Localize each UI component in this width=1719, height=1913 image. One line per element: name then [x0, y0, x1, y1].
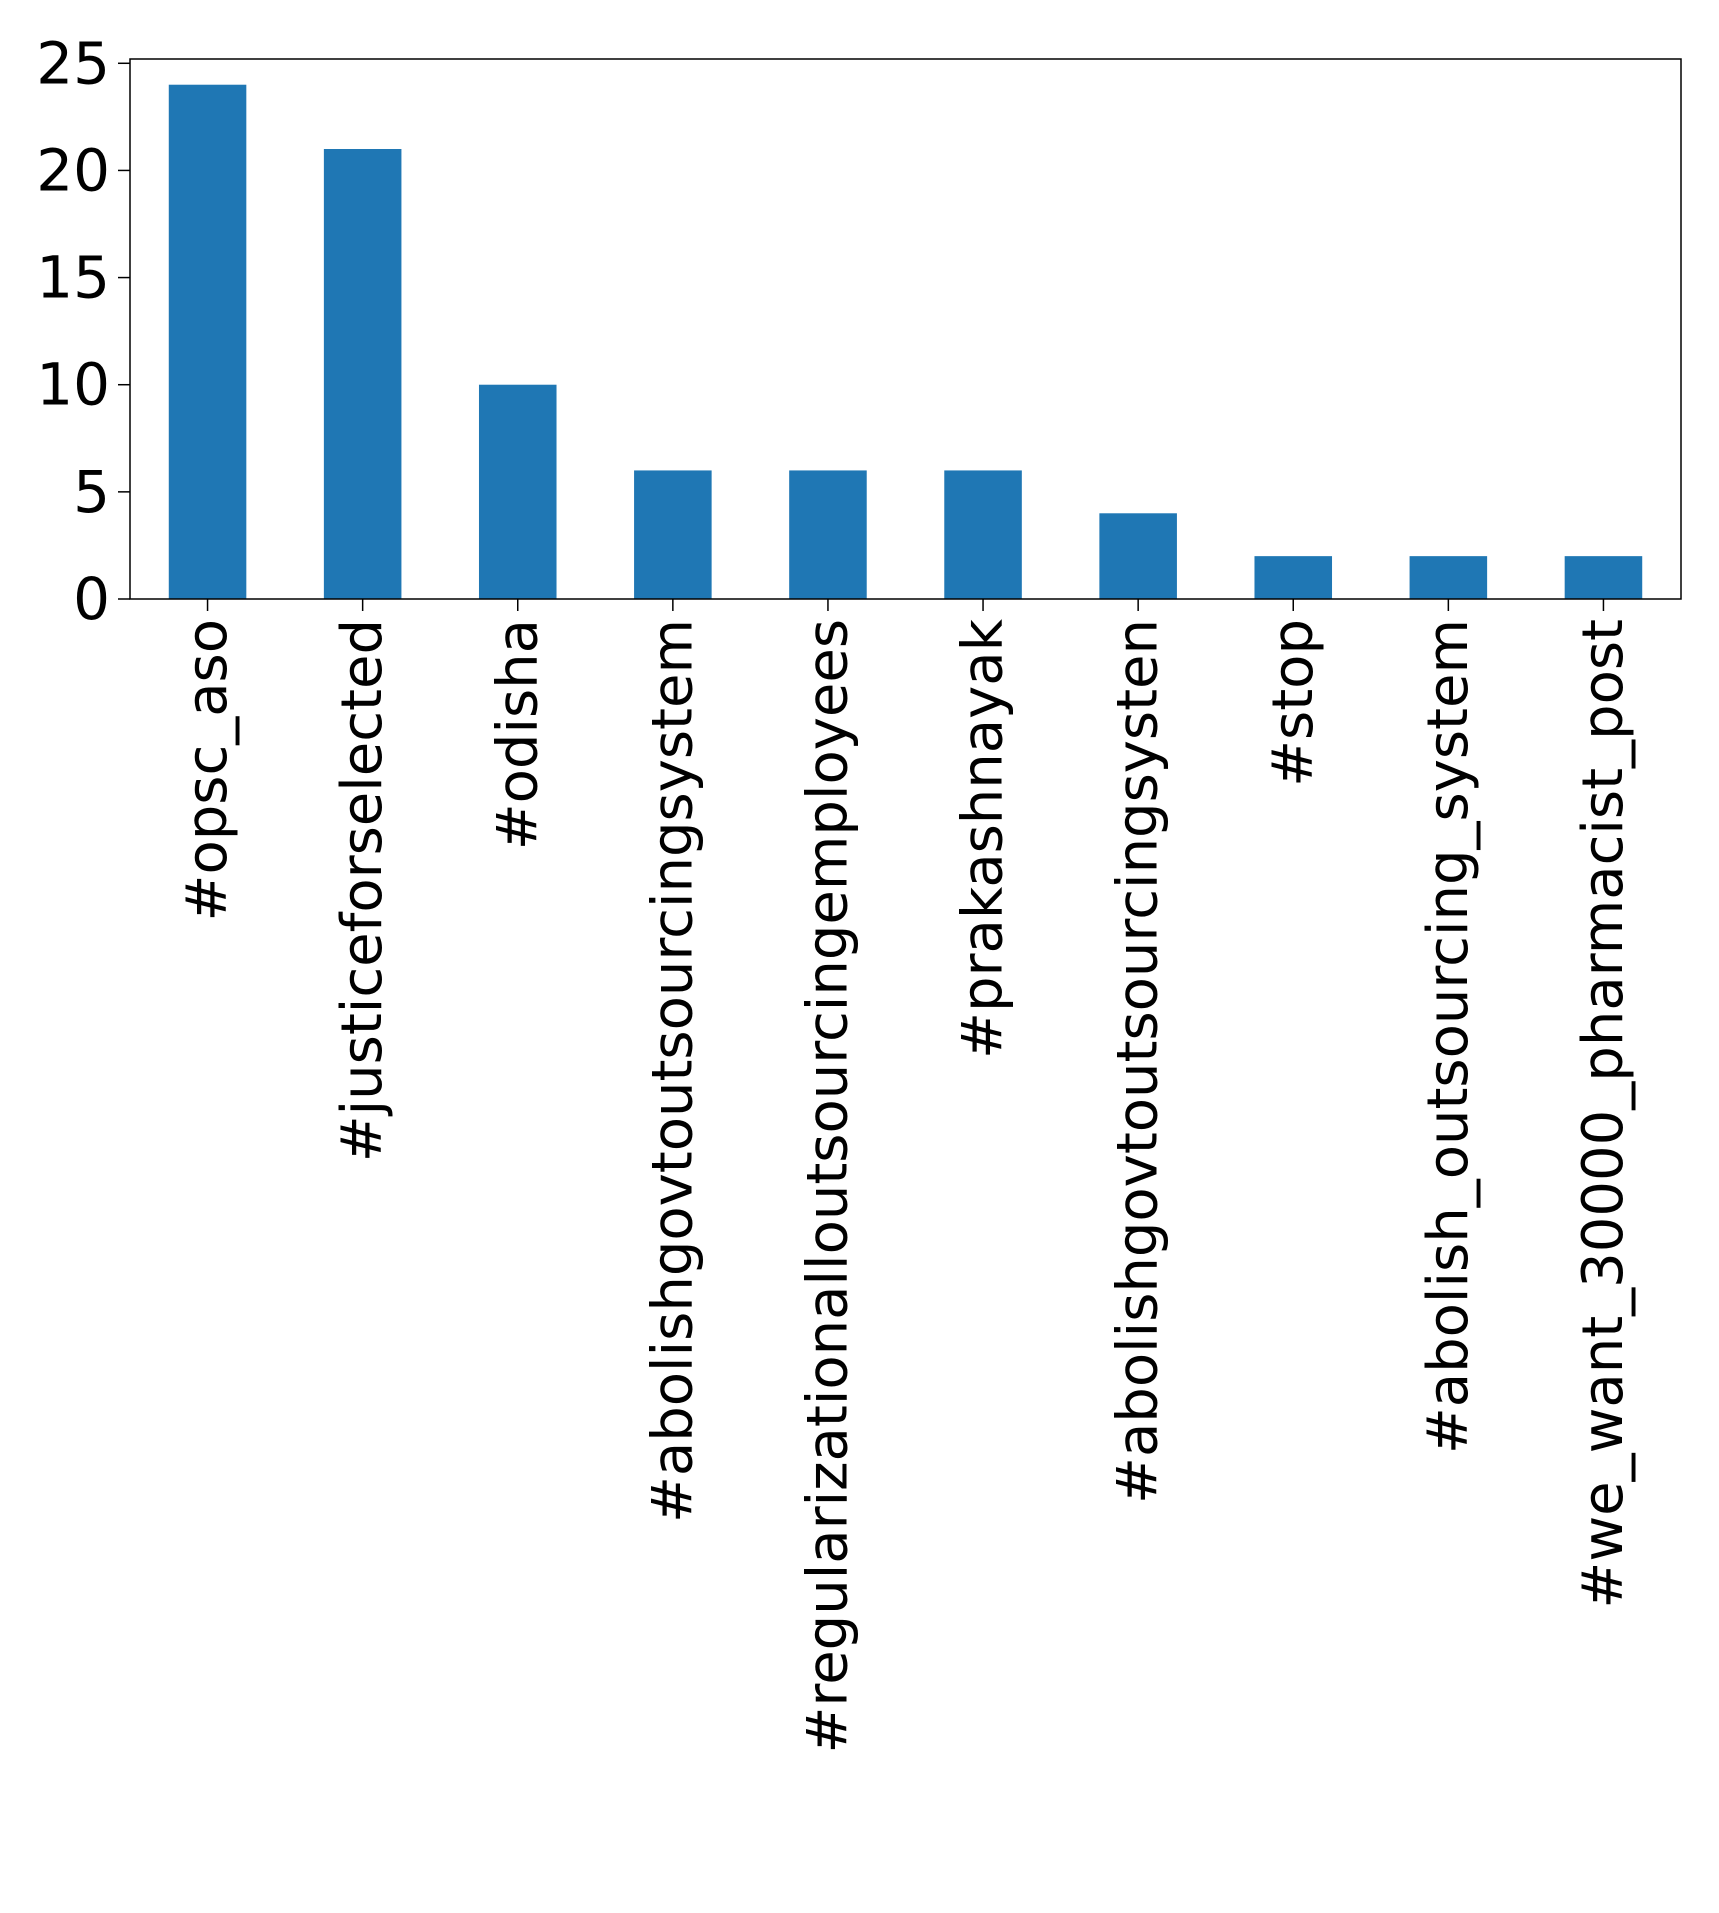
x-axis: #opsc_aso #justiceforselected #odisha #abol… [175, 599, 1636, 1754]
y-axis: 0 5 10 15 20 25 [36, 29, 130, 633]
x-tick-label: #abolish_outsourcing_system [1416, 619, 1481, 1454]
x-tick-label: #abolishgovtoutsourcingsystem [640, 619, 705, 1523]
x-tick-label: #odisha [485, 619, 550, 850]
bar-7 [1099, 513, 1177, 599]
y-tick-label: 10 [36, 351, 110, 419]
x-tick-label: #regularizationalloutsourcingemployees [795, 619, 860, 1754]
bar-4 [634, 470, 712, 599]
y-tick-label: 15 [36, 244, 110, 312]
bar-3 [478, 384, 557, 599]
bar-1 [168, 84, 247, 599]
y-tick-label: 5 [73, 458, 110, 526]
y-tick-label: 25 [36, 29, 110, 97]
x-tick-label: #we_want_30000_pharmacist_post [1571, 619, 1636, 1609]
x-tick-label: #stop [1261, 619, 1326, 787]
x-tick-label: #prakashnayak [951, 618, 1016, 1059]
bar-9 [1409, 556, 1488, 599]
bar-5 [789, 470, 867, 599]
bar-10 [1564, 556, 1643, 599]
y-tick-label: 0 [73, 565, 110, 633]
plot-area-frame [129, 58, 1682, 600]
bar-6 [944, 470, 1022, 599]
y-tick-label: 20 [36, 136, 110, 204]
x-tick-label: #opsc_aso [175, 619, 240, 921]
bars [168, 84, 1643, 599]
x-tick-label: #abolishgovtoutsourcingsysten [1106, 619, 1171, 1504]
bar-8 [1254, 556, 1333, 599]
x-tick-label: #justiceforselected [330, 619, 395, 1162]
bar-2 [323, 149, 402, 599]
